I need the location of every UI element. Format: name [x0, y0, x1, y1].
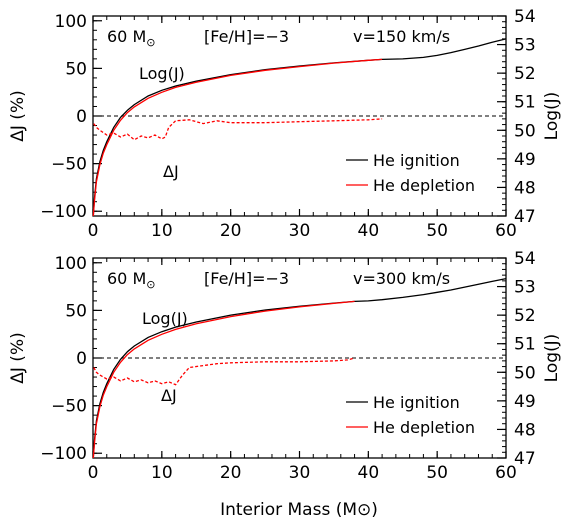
x-tick-label: 10 [151, 463, 173, 483]
x-tick-label: 20 [220, 221, 242, 241]
metallicity-label: [Fe/H]=−3 [204, 27, 289, 46]
logj-annotation: Log(J) [139, 64, 185, 83]
legend-label-he-depletion: He depletion [373, 418, 475, 437]
series-line-he-depletion [92, 300, 355, 459]
right-y-tick-label: 49 [514, 392, 536, 412]
x-tick-label: 20 [220, 463, 242, 483]
y-tick-label: −100 [40, 202, 87, 222]
series-line-he-depletion [92, 58, 383, 217]
x-tick-label: 0 [88, 463, 99, 483]
right-axis-title: Log(J) [542, 334, 562, 383]
deltaj-annotation: ΔJ [161, 386, 177, 405]
top-panel: 0 10 20 30 40 50 60 −100 −50 0 50 100 47 48 49 50 51 52 53… [8, 7, 562, 241]
right-y-tick-label: 52 [514, 306, 536, 326]
series-line-delta-j [93, 118, 383, 141]
y-tick-label: 0 [76, 107, 87, 127]
left-axis-title: ΔJ (%) [8, 90, 28, 141]
right-y-tick-label: 48 [514, 178, 536, 198]
x-tick-label: 0 [88, 221, 99, 241]
right-y-tick-label: 53 [514, 278, 536, 298]
x-tick-label: 10 [151, 221, 173, 241]
deltaj-annotation: ΔJ [163, 162, 179, 181]
right-y-tick-label: 50 [514, 363, 536, 383]
velocity-label: v=300 km/s [353, 269, 450, 288]
y-tick-label: 50 [65, 301, 87, 321]
right-y-tick-label: 53 [514, 36, 536, 56]
mass-label: 60 M⊙ [107, 269, 155, 291]
legend-label-he-ignition: He ignition [373, 151, 460, 170]
bottom-panel: 0 10 20 30 40 50 60 −100 −50 0 50 100 47 48 49 50 51 52 53… [8, 249, 562, 520]
series-line-delta-j [93, 357, 355, 386]
velocity-label: v=150 km/s [353, 27, 450, 46]
y-tick-label: −50 [51, 397, 87, 417]
right-y-tick-label: 54 [514, 249, 536, 269]
mass-label: 60 M⊙ [107, 27, 155, 49]
y-tick-label: −50 [51, 155, 87, 175]
y-tick-label: 0 [76, 349, 87, 369]
x-tick-label: 60 [495, 221, 517, 241]
x-tick-label: 50 [426, 221, 448, 241]
plot-elements: 0 10 20 30 40 50 60 −100 −50 0 50 100 47 48 49 50 51 52 53… [40, 249, 535, 483]
x-tick-label: 50 [426, 463, 448, 483]
x-tick-label: 40 [358, 463, 380, 483]
series-line-he-ignition [92, 277, 507, 459]
y-tick-label: 100 [55, 254, 87, 274]
x-tick-label: 40 [358, 221, 380, 241]
right-axis-title: Log(J) [542, 92, 562, 141]
metallicity-label: [Fe/H]=−3 [204, 269, 289, 288]
x-tick-label: 30 [289, 463, 311, 483]
legend: He ignition He depletion [346, 151, 475, 195]
series-line-he-ignition [92, 38, 507, 217]
legend-label-he-ignition: He ignition [373, 393, 460, 412]
right-y-tick-label: 47 [514, 207, 536, 227]
right-y-tick-label: 47 [514, 449, 536, 469]
plot-elements: 0 10 20 30 40 50 60 −100 −50 0 50 100 47 48 49 50 51 52 53… [40, 7, 535, 241]
legend: He ignition He depletion [346, 393, 475, 437]
right-y-tick-label: 50 [514, 121, 536, 141]
left-axis-title: ΔJ (%) [8, 332, 28, 383]
legend-label-he-depletion: He depletion [373, 176, 475, 195]
right-y-tick-label: 54 [514, 7, 536, 27]
right-y-tick-label: 52 [514, 64, 536, 84]
x-tick-label: 30 [289, 221, 311, 241]
right-y-tick-label: 48 [514, 420, 536, 440]
x-tick-label: 60 [495, 463, 517, 483]
x-axis-title: Interior Mass (M⊙) [220, 500, 378, 520]
y-tick-label: −100 [40, 444, 87, 464]
y-tick-label: 50 [65, 59, 87, 79]
right-y-tick-label: 51 [514, 335, 536, 355]
y-tick-label: 100 [55, 12, 87, 32]
logj-annotation: Log(J) [142, 309, 188, 328]
right-y-tick-label: 51 [514, 93, 536, 113]
right-y-tick-label: 49 [514, 150, 536, 170]
